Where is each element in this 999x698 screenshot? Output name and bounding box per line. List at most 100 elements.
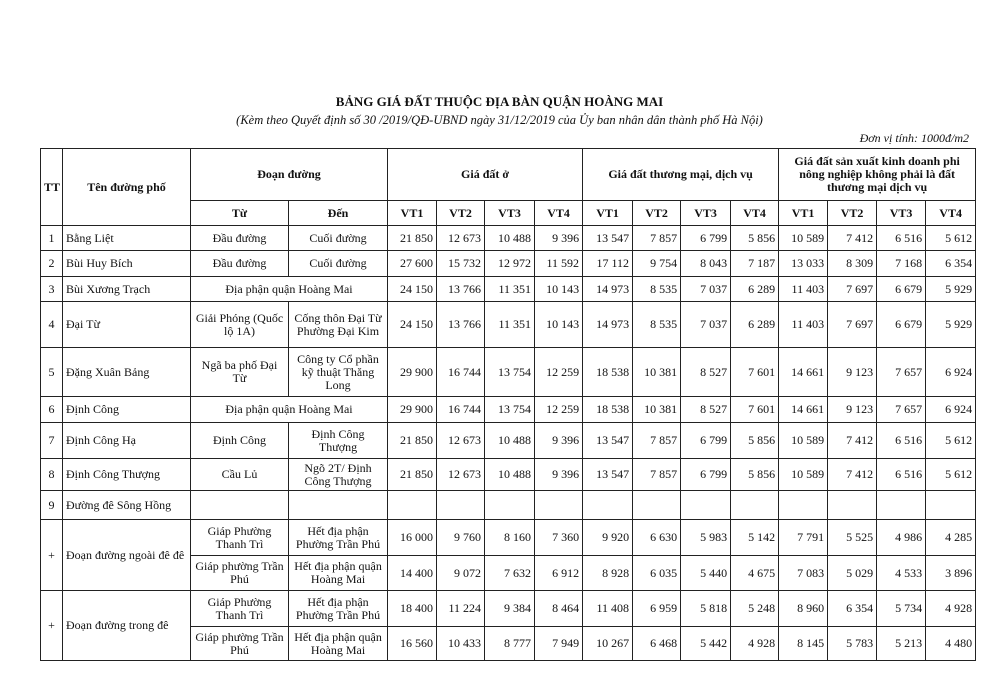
table-cell: 13 547	[582, 422, 634, 459]
table-cell: 9 123	[827, 347, 878, 397]
table-cell: 10 381	[632, 347, 682, 397]
table-cell: 3 896	[925, 555, 977, 591]
table-cell: 7 037	[680, 301, 732, 348]
table-cell: 7 037	[680, 276, 732, 302]
table-cell: 15 732	[436, 250, 486, 277]
table-cell: 6 289	[730, 301, 780, 348]
table-cell: 7 657	[876, 396, 927, 423]
table-cell: 7 412	[827, 458, 878, 491]
table-cell: 7 083	[778, 555, 829, 591]
table-cell: +	[40, 590, 63, 661]
table-cell: 6 354	[827, 590, 878, 627]
table-cell: Ngã ba phố Đại Từ	[190, 347, 289, 397]
table-cell: 6 799	[680, 225, 732, 251]
table-cell: 5 213	[876, 626, 927, 661]
table-cell: 5 929	[925, 301, 977, 348]
table-row: 7 Định Công Hạ Định Công Định Công Thượng 21…	[40, 422, 977, 459]
table-cell: 13 766	[436, 276, 486, 302]
table-cell	[582, 490, 634, 520]
table-cell: 12 259	[534, 396, 584, 423]
table-row: 8 Định Công Thượng Cầu Lủ Ngõ 2T/ Định Công…	[40, 458, 977, 491]
table-cell	[287, 490, 389, 520]
table-cell: 10 589	[778, 422, 829, 459]
table-cell: Đoạn đường	[189, 148, 389, 201]
table-cell: 8 527	[680, 347, 732, 397]
table-cell: 14 661	[778, 396, 829, 423]
table-cell: Định Công	[190, 422, 289, 459]
table-cell: 4 928	[925, 590, 977, 627]
table-cell: 10 267	[582, 626, 634, 661]
table-cell: 11 351	[484, 301, 536, 348]
table-cell: 6 354	[925, 250, 977, 277]
table-cell: VT4	[534, 200, 584, 226]
table-cell: 5 029	[827, 555, 878, 591]
table-cell: Cuối đường	[287, 225, 389, 251]
table-cell: VT1	[582, 200, 634, 226]
table-row: Từ Đến VT1 VT2 VT3 VT4 VT1 VT2 VT3 VT4 VT1 VT2 VT3 VT…	[41, 200, 977, 226]
table-cell: Giá đất ở	[387, 148, 584, 201]
table-cell: 8 527	[680, 396, 732, 423]
table-cell: 9 920	[582, 519, 634, 556]
table-cell: 6 959	[632, 590, 682, 627]
table-cell: 4 480	[925, 626, 977, 661]
table-cell: 13 547	[582, 458, 634, 491]
table-cell: 12 673	[436, 225, 486, 251]
table-cell: 16 560	[387, 626, 438, 661]
table-cell	[925, 490, 977, 520]
table-cell: Bùi Xương Trạch	[62, 276, 191, 302]
table-cell: 6 679	[876, 276, 927, 302]
table-cell: 7 601	[730, 396, 780, 423]
table-cell: 6 799	[680, 458, 732, 491]
table-cell: 14 661	[778, 347, 829, 397]
table-cell	[190, 490, 289, 520]
table-cell: 7 360	[534, 519, 584, 556]
table-cell: 5 142	[730, 519, 780, 556]
table-cell: 6 035	[632, 555, 682, 591]
table-cell: 8 777	[484, 626, 536, 661]
table-cell: 21 850	[387, 422, 438, 459]
table-cell: Địa phận quận Hoàng Mai	[189, 276, 389, 302]
table-cell: Giáp phường Trần Phú	[190, 626, 289, 661]
table-cell: 7 412	[827, 422, 878, 459]
table-cell: 29 900	[387, 396, 438, 423]
table-cell: 18 400	[387, 590, 438, 627]
table-row: 6 Định Công Địa phận quận Hoàng Mai 29 900 1…	[40, 396, 977, 423]
table-cell: 7 857	[632, 225, 682, 251]
table-cell: 8 464	[534, 590, 584, 627]
table-cell: 21 850	[387, 225, 438, 251]
table-cell: 5 856	[730, 458, 780, 491]
table-cell: 10 433	[436, 626, 486, 661]
table-cell: +	[40, 519, 63, 591]
table-cell: Định Công Thượng	[287, 422, 389, 459]
table-cell: VT3	[680, 200, 732, 226]
table-cell: 10 488	[484, 458, 536, 491]
table-cell: 12 972	[484, 250, 536, 277]
table-cell: VT2	[632, 200, 682, 226]
table-cell: 16 744	[436, 396, 486, 423]
table-cell: Công ty Cổ phần kỹ thuật Thăng Long	[287, 347, 389, 397]
table-cell: 18 538	[582, 347, 634, 397]
table-cell: Đầu đường	[190, 225, 289, 251]
table-cell: Cầu Lủ	[190, 458, 289, 491]
table-cell: 10 589	[778, 225, 829, 251]
table-cell: 6	[40, 396, 63, 423]
table-row: 3 Bùi Xương Trạch Địa phận quận Hoàng Mai 2…	[40, 276, 977, 302]
table-row: 4 Đại Từ Giải Phóng (Quốc lộ 1A) Cống thôn …	[40, 301, 977, 348]
table-cell: 5 442	[680, 626, 732, 661]
table-cell: 21 850	[387, 458, 438, 491]
table-cell: 6 679	[876, 301, 927, 348]
table-cell: 6 799	[680, 422, 732, 459]
table-cell: 5 612	[925, 422, 977, 459]
table-cell: Giáp Phường Thanh Trì	[190, 519, 289, 556]
table-cell: 6 924	[925, 396, 977, 423]
table-cell: VT1	[387, 200, 438, 226]
table-cell: 9 754	[632, 250, 682, 277]
table-cell: 13 754	[484, 396, 536, 423]
table-cell	[876, 490, 927, 520]
table-cell: 3	[40, 276, 63, 302]
table-cell: Đoạn đường ngoài đê đê	[62, 519, 191, 591]
title: BẢNG GIÁ ĐẤT THUỘC ĐỊA BÀN QUẬN HOÀNG MA…	[335, 94, 664, 109]
table-cell: 5	[40, 347, 63, 397]
table-cell: 7 601	[730, 347, 780, 397]
